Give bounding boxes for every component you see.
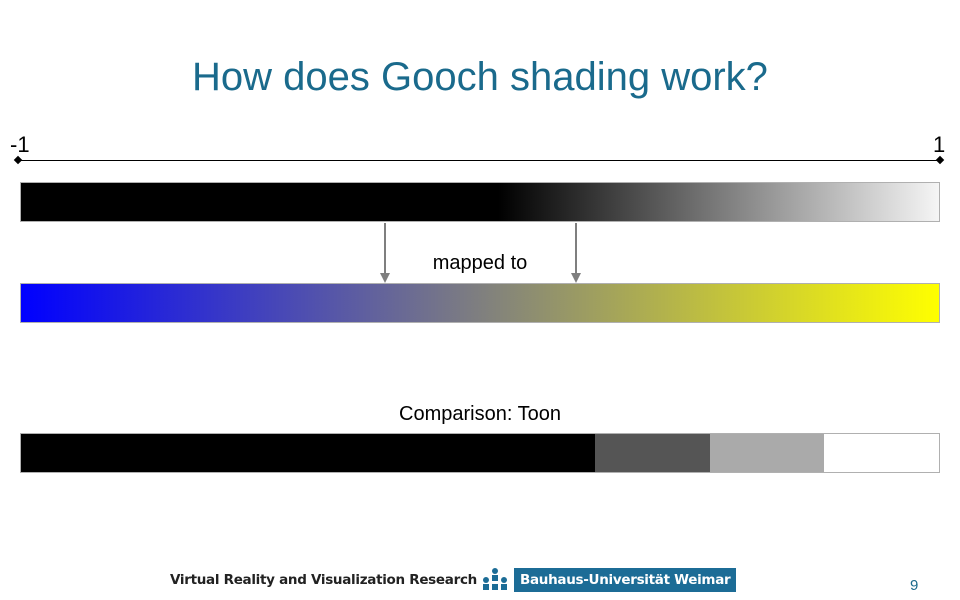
mapping-arrow-left	[384, 223, 386, 275]
grayscale-gradient-bar	[20, 182, 940, 222]
axis-max-label: 1	[933, 132, 946, 157]
page-number: 9	[910, 577, 919, 594]
gooch-gradient-bar	[20, 283, 940, 323]
research-group-name: Virtual Reality and Visualization Resear…	[170, 572, 477, 588]
slide-title: How does Gooch shading work?	[192, 55, 768, 99]
axis-min-label: -1	[10, 132, 30, 157]
university-name: Bauhaus-Universität Weimar	[513, 568, 737, 592]
mapping-arrow-right	[575, 223, 577, 275]
footer-branding: Virtual Reality and Visualization Resear…	[170, 568, 737, 592]
toon-band-4	[824, 434, 939, 472]
toon-band-3	[709, 434, 825, 472]
toon-banded-bar	[20, 433, 940, 473]
range-axis-line	[18, 160, 942, 161]
toon-comparison-label: Comparison: Toon	[399, 403, 561, 425]
mapping-arrow-left-head	[380, 273, 390, 283]
mapped-to-label: mapped to	[432, 252, 528, 274]
mapping-arrow-right-head	[571, 273, 581, 283]
toon-band-1	[21, 434, 595, 472]
bauhaus-logo-icon	[482, 568, 507, 590]
toon-band-2	[594, 434, 710, 472]
